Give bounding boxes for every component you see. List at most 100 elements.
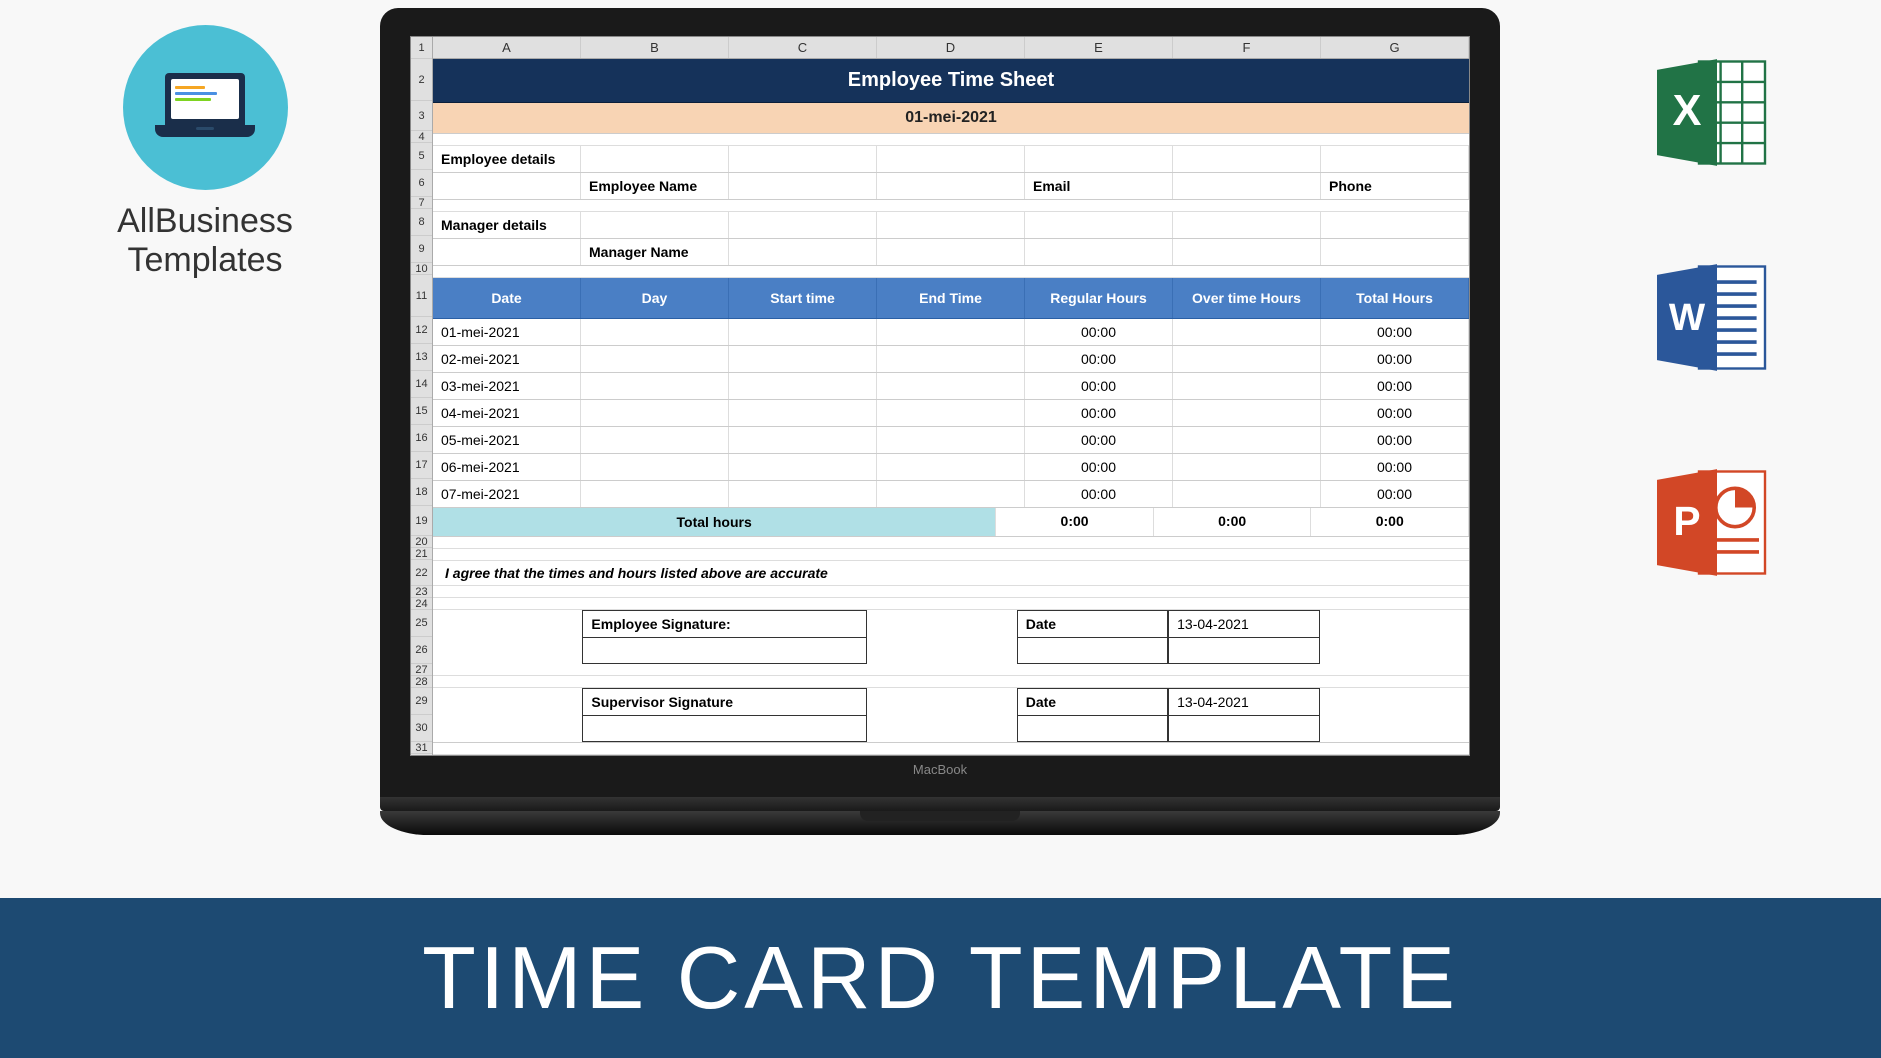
table-cell[interactable]	[581, 481, 729, 507]
row-number[interactable]: 5	[411, 143, 432, 170]
row-number[interactable]: 18	[411, 479, 432, 506]
table-cell[interactable]	[1173, 346, 1321, 372]
table-cell[interactable]: 00:00	[1025, 400, 1173, 426]
table-cell[interactable]: 00:00	[1025, 481, 1173, 507]
row-number[interactable]: 17	[411, 452, 432, 479]
column-header[interactable]: F	[1173, 37, 1321, 58]
table-cell[interactable]	[1173, 454, 1321, 480]
column-header[interactable]: D	[877, 37, 1025, 58]
brand-line1: AllBusiness	[95, 202, 315, 241]
row-number[interactable]: 22	[411, 560, 432, 586]
table-cell[interactable]: 00:00	[1321, 319, 1469, 345]
table-cell[interactable]	[581, 427, 729, 453]
row-number[interactable]: 26	[411, 637, 432, 664]
row-number[interactable]: 28	[411, 676, 432, 688]
table-cell[interactable]: 00:00	[1321, 427, 1469, 453]
table-cell[interactable]	[729, 400, 877, 426]
table-header-cell: Over time Hours	[1173, 278, 1321, 318]
row-number[interactable]: 23	[411, 586, 432, 598]
brand-block: AllBusiness Templates	[95, 25, 315, 280]
row-number[interactable]: 9	[411, 236, 432, 263]
table-cell[interactable]	[581, 454, 729, 480]
employee-signature-label: Employee Signature:	[582, 610, 867, 638]
table-cell[interactable]	[581, 319, 729, 345]
table-cell[interactable]	[729, 319, 877, 345]
table-cell[interactable]	[581, 346, 729, 372]
table-cell[interactable]	[877, 454, 1025, 480]
table-cell[interactable]: 00:00	[1025, 373, 1173, 399]
sheet-title: Employee Time Sheet	[433, 59, 1469, 103]
row-number[interactable]: 27	[411, 664, 432, 676]
row-number[interactable]: 21	[411, 548, 432, 560]
row-number[interactable]: 7	[411, 197, 432, 209]
column-header[interactable]: C	[729, 37, 877, 58]
table-cell[interactable]	[1173, 373, 1321, 399]
table-cell[interactable]	[1173, 481, 1321, 507]
table-cell[interactable]	[877, 373, 1025, 399]
row-number[interactable]: 14	[411, 371, 432, 398]
table-cell[interactable]	[729, 373, 877, 399]
row-number[interactable]: 15	[411, 398, 432, 425]
table-cell[interactable]	[729, 346, 877, 372]
supervisor-signature-field[interactable]	[582, 716, 867, 742]
row-number[interactable]: 24	[411, 598, 432, 610]
table-cell[interactable]: 00:00	[1321, 373, 1469, 399]
table-cell[interactable]: 00:00	[1321, 481, 1469, 507]
table-header-cell: Start time	[729, 278, 877, 318]
table-cell[interactable]: 01-mei-2021	[433, 319, 581, 345]
table-cell[interactable]	[729, 481, 877, 507]
table-cell[interactable]: 05-mei-2021	[433, 427, 581, 453]
row-number[interactable]: 10	[411, 263, 432, 275]
row-number[interactable]: 29	[411, 688, 432, 715]
row-number[interactable]: 8	[411, 209, 432, 236]
column-header[interactable]: G	[1321, 37, 1469, 58]
table-cell[interactable]: 07-mei-2021	[433, 481, 581, 507]
row-number[interactable]: 16	[411, 425, 432, 452]
row-number[interactable]: 3	[411, 101, 432, 131]
row-number[interactable]: 20	[411, 536, 432, 548]
excel-icon: X	[1651, 55, 1771, 170]
row-number[interactable]: 31	[411, 742, 432, 754]
row-number[interactable]: 2	[411, 59, 432, 101]
table-cell[interactable]	[877, 400, 1025, 426]
table-cell[interactable]: 00:00	[1025, 454, 1173, 480]
row-number[interactable]: 1	[411, 37, 432, 59]
column-header[interactable]: A	[433, 37, 581, 58]
employee-signature-field[interactable]	[582, 638, 867, 664]
table-cell[interactable]: 00:00	[1025, 346, 1173, 372]
column-header[interactable]: B	[581, 37, 729, 58]
table-cell[interactable]: 04-mei-2021	[433, 400, 581, 426]
column-header[interactable]: E	[1025, 37, 1173, 58]
table-cell[interactable]: 06-mei-2021	[433, 454, 581, 480]
row-number[interactable]: 30	[411, 715, 432, 742]
row-number[interactable]: 6	[411, 170, 432, 197]
table-cell[interactable]: 02-mei-2021	[433, 346, 581, 372]
table-cell[interactable]	[877, 481, 1025, 507]
macbook-label: MacBook	[410, 756, 1470, 779]
table-cell[interactable]	[877, 319, 1025, 345]
table-cell[interactable]	[877, 427, 1025, 453]
sheet-date: 01-mei-2021	[433, 103, 1469, 134]
row-number[interactable]: 11	[411, 275, 432, 317]
row-number[interactable]: 12	[411, 317, 432, 344]
row-number[interactable]: 25	[411, 610, 432, 637]
table-cell[interactable]: 00:00	[1025, 319, 1173, 345]
table-cell[interactable]: 00:00	[1321, 400, 1469, 426]
table-cell[interactable]	[1173, 427, 1321, 453]
brand-name: AllBusiness Templates	[95, 202, 315, 280]
table-cell[interactable]: 00:00	[1025, 427, 1173, 453]
table-cell[interactable]	[581, 400, 729, 426]
table-cell[interactable]: 03-mei-2021	[433, 373, 581, 399]
table-cell[interactable]	[729, 427, 877, 453]
table-cell[interactable]	[877, 346, 1025, 372]
table-cell[interactable]	[729, 454, 877, 480]
table-cell[interactable]: 00:00	[1321, 454, 1469, 480]
table-cell[interactable]	[581, 373, 729, 399]
table-cell[interactable]: 00:00	[1321, 346, 1469, 372]
manager-details-label: Manager details	[433, 212, 581, 238]
row-number[interactable]: 19	[411, 506, 432, 536]
row-number[interactable]: 13	[411, 344, 432, 371]
table-cell[interactable]	[1173, 319, 1321, 345]
row-number[interactable]: 4	[411, 131, 432, 143]
table-cell[interactable]	[1173, 400, 1321, 426]
